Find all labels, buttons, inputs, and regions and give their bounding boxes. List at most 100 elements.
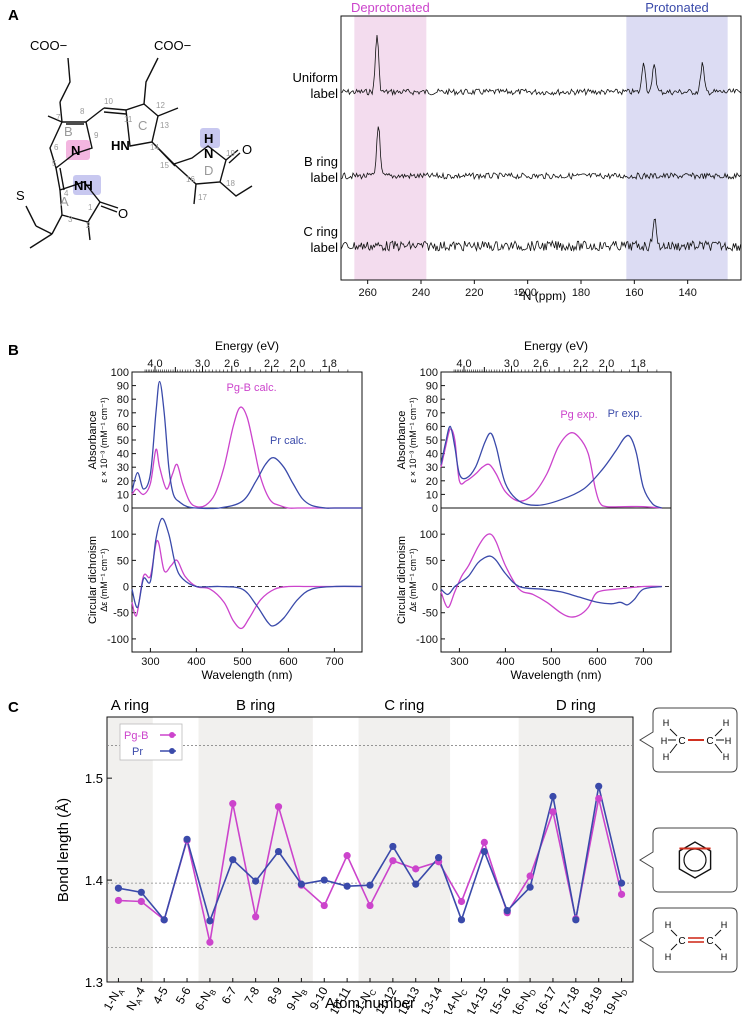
nmr-x-tick-label: 140 (678, 287, 696, 299)
ethane-h: H (723, 752, 730, 762)
bond-x-tick-label: 6-7 (219, 984, 240, 1006)
atom-number: 13 (160, 121, 169, 130)
bond-x-tick-label: 8-9 (264, 984, 285, 1006)
cd-y-tick-label: -50 (113, 608, 129, 620)
cd-y-units: Δε (mM⁻¹ cm⁻¹) (99, 548, 109, 612)
bond-point (137, 888, 145, 896)
ethylene-h: H (721, 952, 728, 962)
energy-tick-label: 2.6 (533, 358, 548, 370)
abs-y-tick-label: 90 (426, 381, 438, 393)
oxygen-label-1: O (118, 206, 128, 221)
atom-number: 6 (54, 143, 59, 152)
atom-number: 5 (52, 159, 57, 168)
ethylene-c2: C (706, 936, 713, 947)
bond-point (549, 808, 557, 816)
callout-bubble (639, 827, 738, 893)
coo-label-2: COO− (154, 38, 191, 53)
cd-y-tick-label: 0 (123, 582, 129, 594)
nmr-row-label: label (311, 86, 339, 101)
nmr-row-label: Uniform (292, 70, 338, 85)
bond-point (435, 854, 443, 862)
atom-number: 1 (88, 203, 93, 212)
ring-b-letter: B (64, 124, 73, 139)
benzene-ring (678, 841, 712, 879)
nmr-row-label: C ring (303, 224, 338, 239)
pr-calc-label: Pr calc. (270, 435, 307, 447)
atom-number: 19 (226, 149, 235, 158)
nmr-plot-frame (340, 15, 742, 281)
wavelength-tick-label: 300 (141, 656, 159, 668)
cd-y-label: Circular dichroism (396, 536, 408, 624)
nmr-row-label: B ring (304, 154, 338, 169)
atom-number: 8 (80, 107, 85, 116)
abs-y-tick-label: 40 (426, 449, 438, 461)
nmr-row-label: label (311, 170, 339, 185)
absorbance-frame (440, 371, 672, 509)
wavelength-tick-label: 400 (187, 656, 205, 668)
ring-label: C ring (384, 697, 424, 714)
abs-y-tick-label: 100 (111, 367, 129, 379)
ring-label: B ring (236, 697, 275, 714)
atom-number: 10 (104, 97, 113, 106)
abs-y-tick-label: 40 (117, 449, 129, 461)
sulfur-label: S (16, 188, 25, 203)
ethane-h: H (663, 752, 670, 762)
nmr-x-tick-label: 220 (465, 287, 483, 299)
energy-tick-label: 4.0 (147, 358, 162, 370)
legend-pgb-label: Pg-B (124, 730, 148, 742)
energy-tick-label: 2.0 (599, 358, 614, 370)
bond-point (412, 865, 420, 873)
atom-number: 12 (156, 101, 165, 110)
abs-y-tick-label: 60 (426, 421, 438, 433)
abs-y-tick-label: 20 (426, 476, 438, 488)
wavelength-tick-label: 400 (496, 656, 514, 668)
bond-point (206, 917, 214, 925)
energy-tick-label: 2.6 (224, 358, 239, 370)
bond-point (366, 901, 374, 910)
ethane-c2: C (706, 736, 713, 747)
nmr-x-axis-label: 15N (ppm) (514, 288, 566, 303)
cd-series-line (131, 517, 363, 627)
abs-y-units: ε × 10⁻³ (mM⁻¹ cm⁻¹) (408, 397, 418, 483)
bond-point (137, 897, 145, 906)
energy-tick-label: 1.8 (631, 358, 646, 370)
ring-shading (107, 717, 153, 982)
bond-line (714, 943, 722, 951)
abs-y-tick-label: 70 (117, 408, 129, 420)
cd-y-tick-label: 50 (117, 555, 129, 567)
ring-label: A ring (111, 697, 149, 714)
bond-point (549, 792, 557, 801)
wavelength-tick-label: 300 (450, 656, 468, 668)
ethane-h: H (725, 736, 732, 746)
panel-label-c: C (8, 699, 19, 716)
abs-y-tick-label: 0 (123, 503, 129, 515)
ring-c-letter: C (138, 118, 147, 133)
bond-x-tick-label: 4-5 (150, 984, 171, 1006)
abs-y-label: Absorbance (396, 411, 408, 470)
wavelength-tick-label: 600 (279, 656, 297, 668)
ring-d-h-label: H (204, 131, 213, 146)
bond-point (274, 803, 283, 811)
ethane-h: H (661, 736, 668, 746)
atom-number: 2 (86, 221, 91, 230)
energy-tick-label: 4.0 (456, 358, 471, 370)
ring-label: D ring (556, 697, 596, 714)
bond-x-tick-label: 7-8 (241, 984, 262, 1006)
bond-point (206, 938, 214, 946)
bond-point (480, 838, 488, 846)
ethane-h: H (723, 718, 730, 728)
cd-y-units: Δε (mM⁻¹ cm⁻¹) (408, 548, 418, 612)
abs-y-tick-label: 10 (426, 489, 438, 501)
cd-y-label: Circular dichroism (87, 536, 99, 624)
nmr-trace (340, 218, 741, 252)
ring-a-letter: A (60, 194, 69, 209)
nmr-trace (340, 126, 741, 181)
bond-point (526, 872, 534, 880)
abs-series-line (131, 406, 362, 509)
energy-axis-label: Energy (eV) (524, 339, 588, 353)
bond-point (114, 884, 123, 892)
cd-y-tick-label: -50 (422, 608, 438, 620)
hn-label: HN (111, 138, 130, 153)
